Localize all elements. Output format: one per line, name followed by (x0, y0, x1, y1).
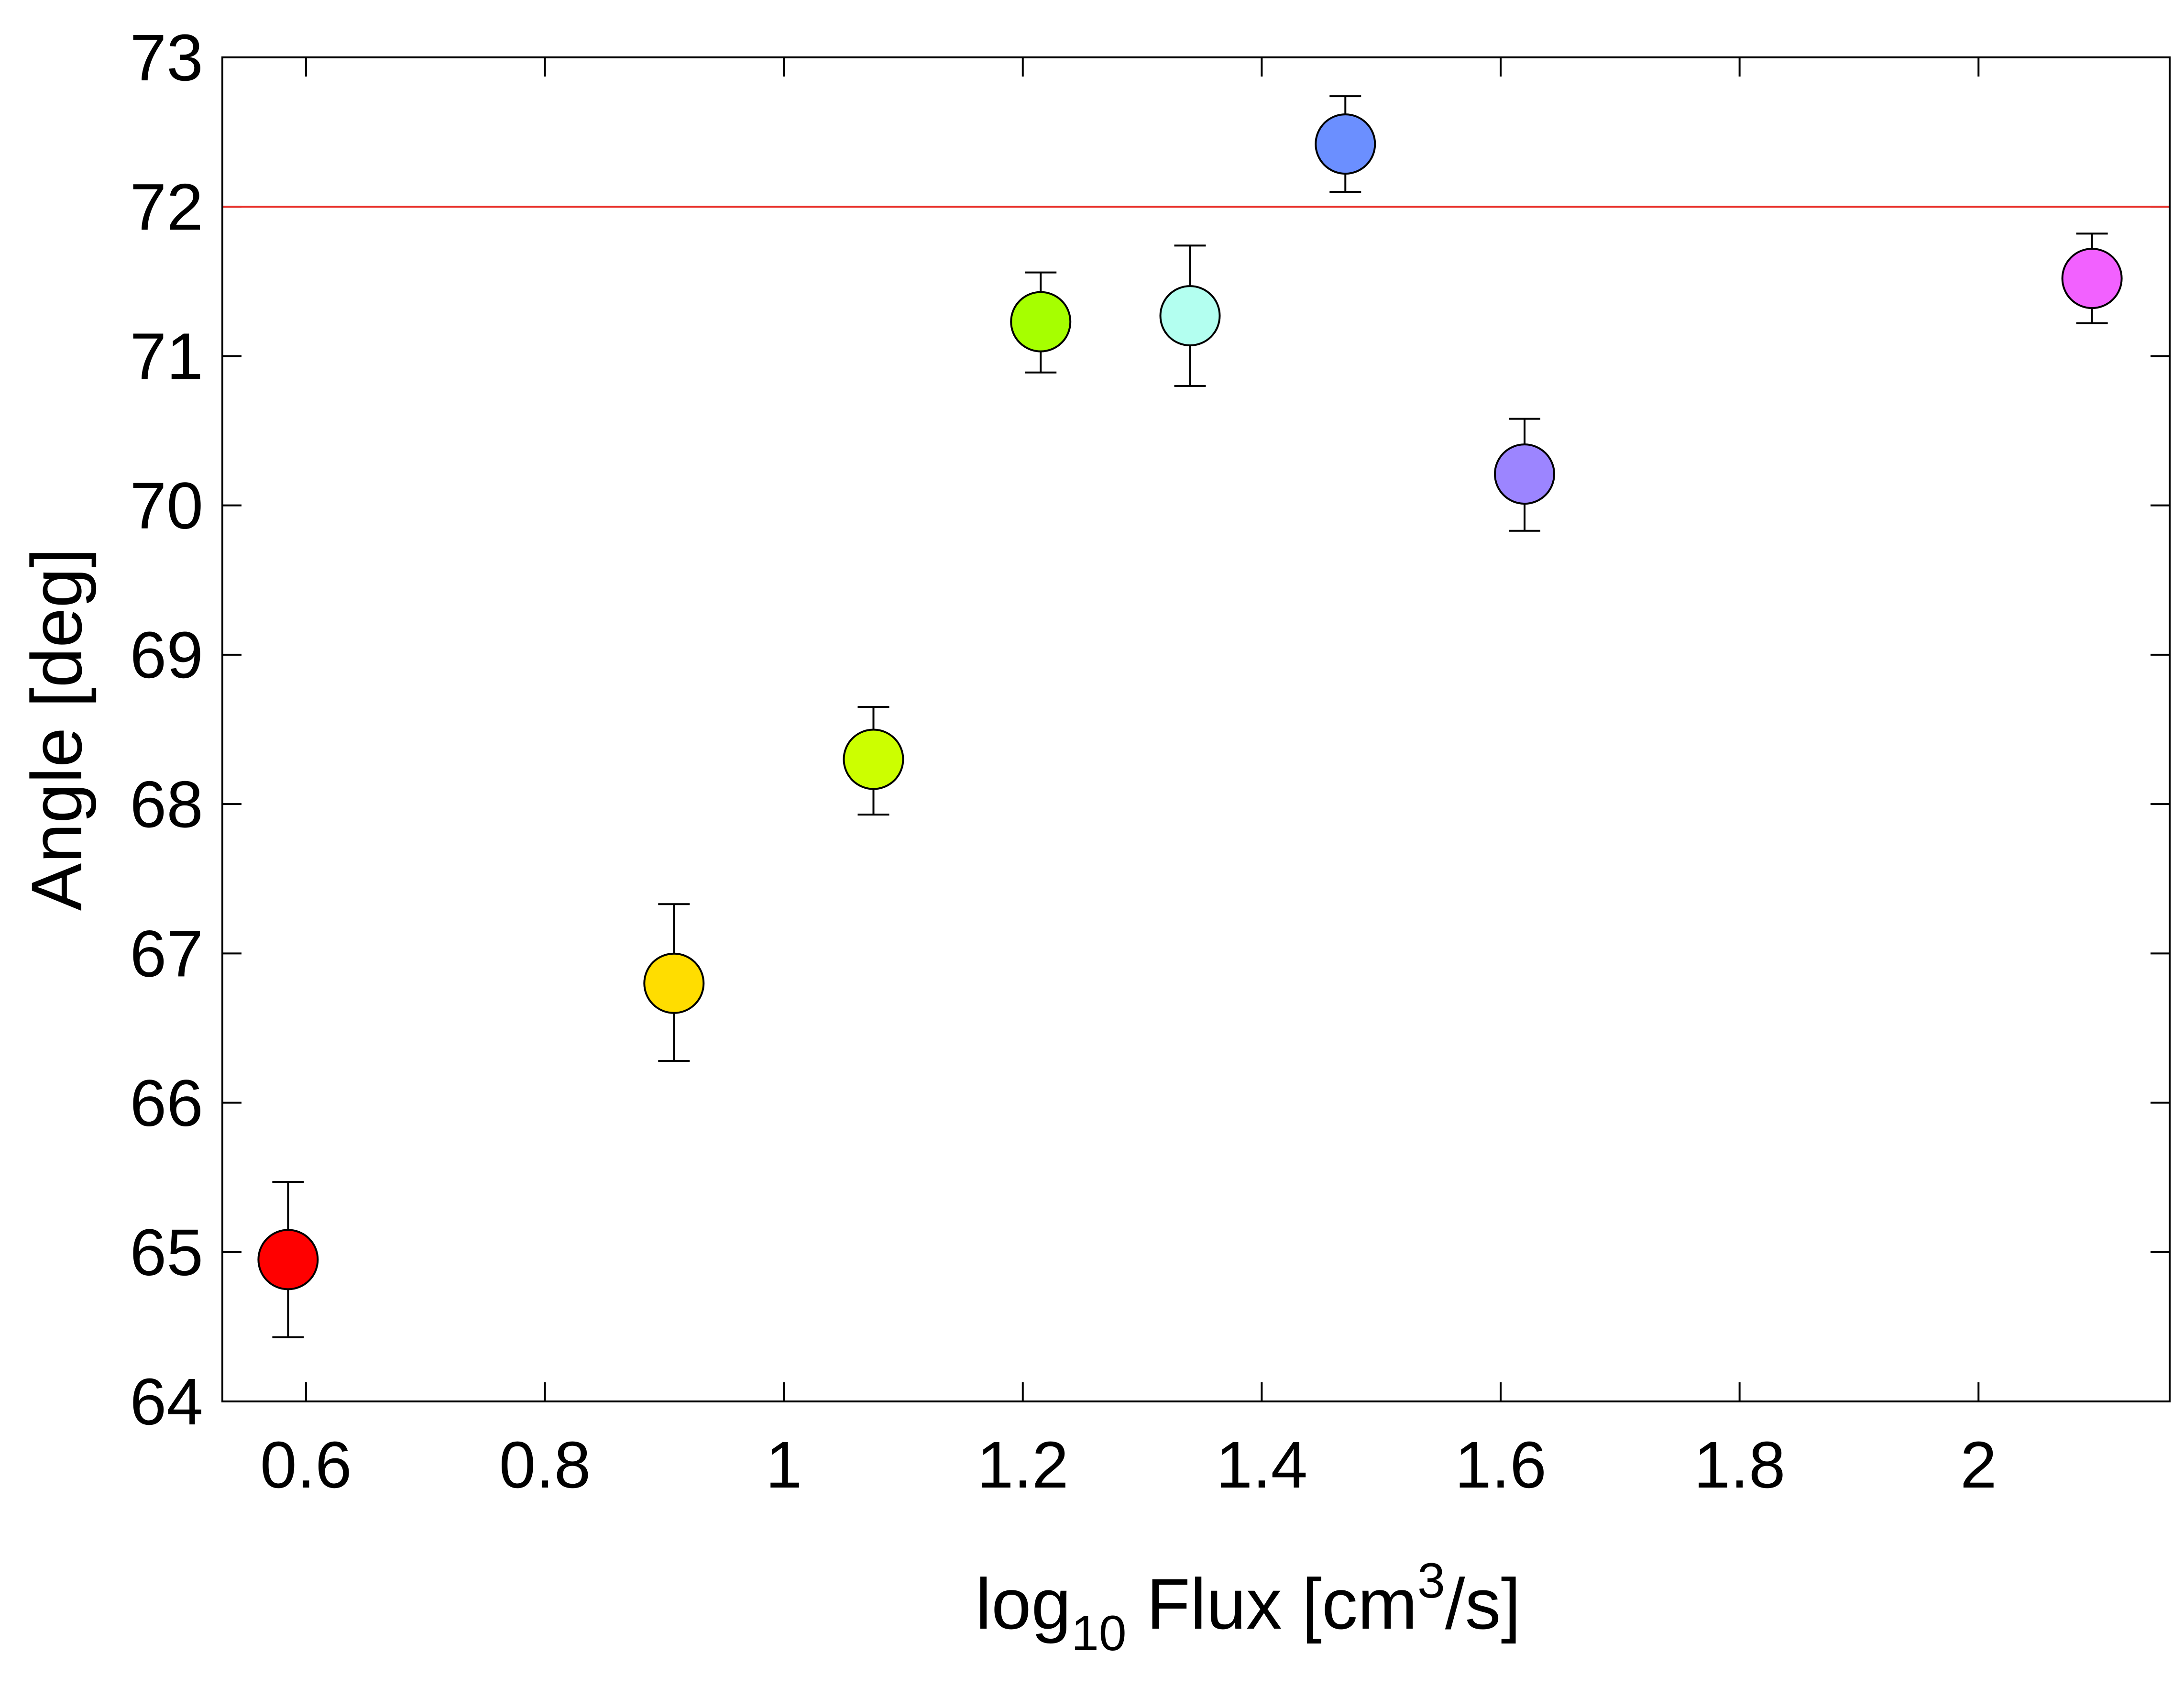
y-tick-label: 69 (130, 618, 204, 692)
x-axis-label-superscript: 3 (1417, 1553, 1445, 1609)
data-point (643, 903, 705, 1062)
tick-labels: 0.6 0.8 1 1.2 1.4 1.6 1.8 2 64 65 66 67 68 69 70 71 72 73 (130, 21, 1997, 1502)
x-axis-label-text: Flux [cm (1127, 1564, 1417, 1644)
data-point (1159, 244, 1221, 387)
x-tick-label: 1.6 (1455, 1428, 1547, 1502)
y-tick-label: 66 (130, 1067, 204, 1140)
y-tick-label: 64 (130, 1365, 204, 1439)
x-tick-label: 1.2 (977, 1428, 1069, 1502)
plot-frame (221, 56, 2171, 1402)
y-tick-label: 71 (130, 320, 204, 393)
y-tick-label: 72 (130, 170, 204, 244)
y-tick-label: 65 (130, 1216, 204, 1290)
y-tick-label: 70 (130, 469, 204, 543)
x-tick-label: 1.4 (1216, 1428, 1307, 1502)
data-point (2061, 232, 2123, 324)
x-axis-label: log10 Flux [cm3/s] (976, 1553, 1521, 1661)
y-tick-label: 67 (130, 917, 204, 991)
y-axis-label: Angle [deg] (16, 548, 97, 911)
data-points (257, 95, 2123, 1338)
data-marker (1159, 285, 1221, 347)
data-marker (843, 728, 904, 790)
data-marker (2061, 248, 2123, 309)
data-marker (1315, 113, 1376, 175)
x-axis-label-subscript: 10 (1071, 1606, 1127, 1661)
data-point (1493, 418, 1555, 532)
x-tick-label: 1 (766, 1428, 802, 1502)
data-marker (643, 952, 705, 1014)
x-tick-label: 1.8 (1694, 1428, 1786, 1502)
data-point (843, 706, 904, 816)
data-point (257, 1181, 319, 1338)
x-axis-label-log: log (976, 1564, 1071, 1644)
x-tick-label: 0.8 (499, 1428, 591, 1502)
y-tick-label: 68 (130, 768, 204, 841)
data-marker (1493, 443, 1555, 505)
y-tick-label: 73 (130, 21, 204, 95)
x-tick-label: 0.6 (260, 1428, 352, 1502)
x-tick-label: 2 (1960, 1428, 1997, 1502)
x-axis-label-unit: /s] (1445, 1564, 1521, 1644)
data-point (1010, 271, 1072, 374)
data-point (1315, 95, 1376, 193)
data-marker (1010, 291, 1072, 353)
data-marker (257, 1229, 319, 1290)
